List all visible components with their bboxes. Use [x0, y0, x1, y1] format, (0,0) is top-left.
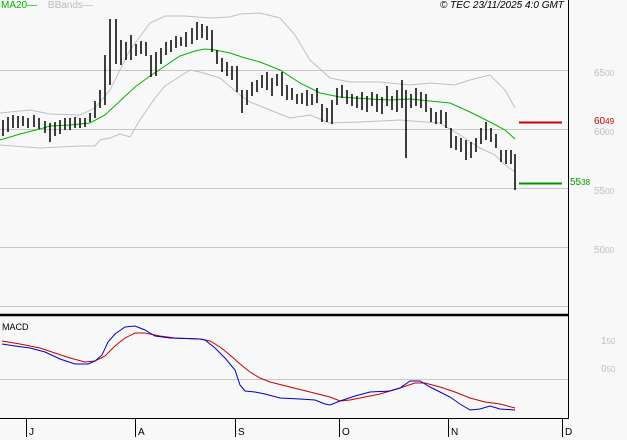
price-bars: [2, 19, 516, 190]
macd-axis-label-0-50: 050: [601, 364, 616, 375]
price-axis-label-6500: 6500: [594, 68, 615, 79]
bollinger-bands: [0, 12, 516, 173]
chart-legend: MA20— BBands—: [1, 0, 93, 12]
macd-title: MACD: [2, 322, 29, 332]
x-label-jul: J: [29, 427, 34, 438]
price-axis-label-5000: 5000: [594, 245, 615, 256]
macd-signal-line: [1, 332, 516, 409]
x-axis-ticks: [26, 419, 563, 437]
x-label-dec: D: [565, 427, 573, 438]
legend-ma20: MA20—: [1, 0, 38, 11]
resistance-label: 6049: [594, 116, 615, 127]
legend-bbands: BBands—: [47, 0, 93, 11]
price-gridlines: [0, 70, 568, 380]
price-axis-label-5500: 5500: [594, 186, 615, 197]
x-label-oct: O: [342, 427, 350, 438]
price-axis-label-6000: 6000: [594, 127, 615, 138]
support-label: 5538: [570, 177, 591, 188]
ma20-line: [0, 48, 516, 141]
macd-line: [1, 325, 516, 411]
x-label-aug: A: [138, 427, 145, 438]
macd-axis-label-1-50: 150: [601, 336, 616, 347]
copyright-timestamp: © TEC 23/11/2025 4:0 GMT: [440, 0, 564, 11]
x-label-nov: N: [451, 427, 459, 438]
x-label-sep: S: [238, 427, 245, 438]
